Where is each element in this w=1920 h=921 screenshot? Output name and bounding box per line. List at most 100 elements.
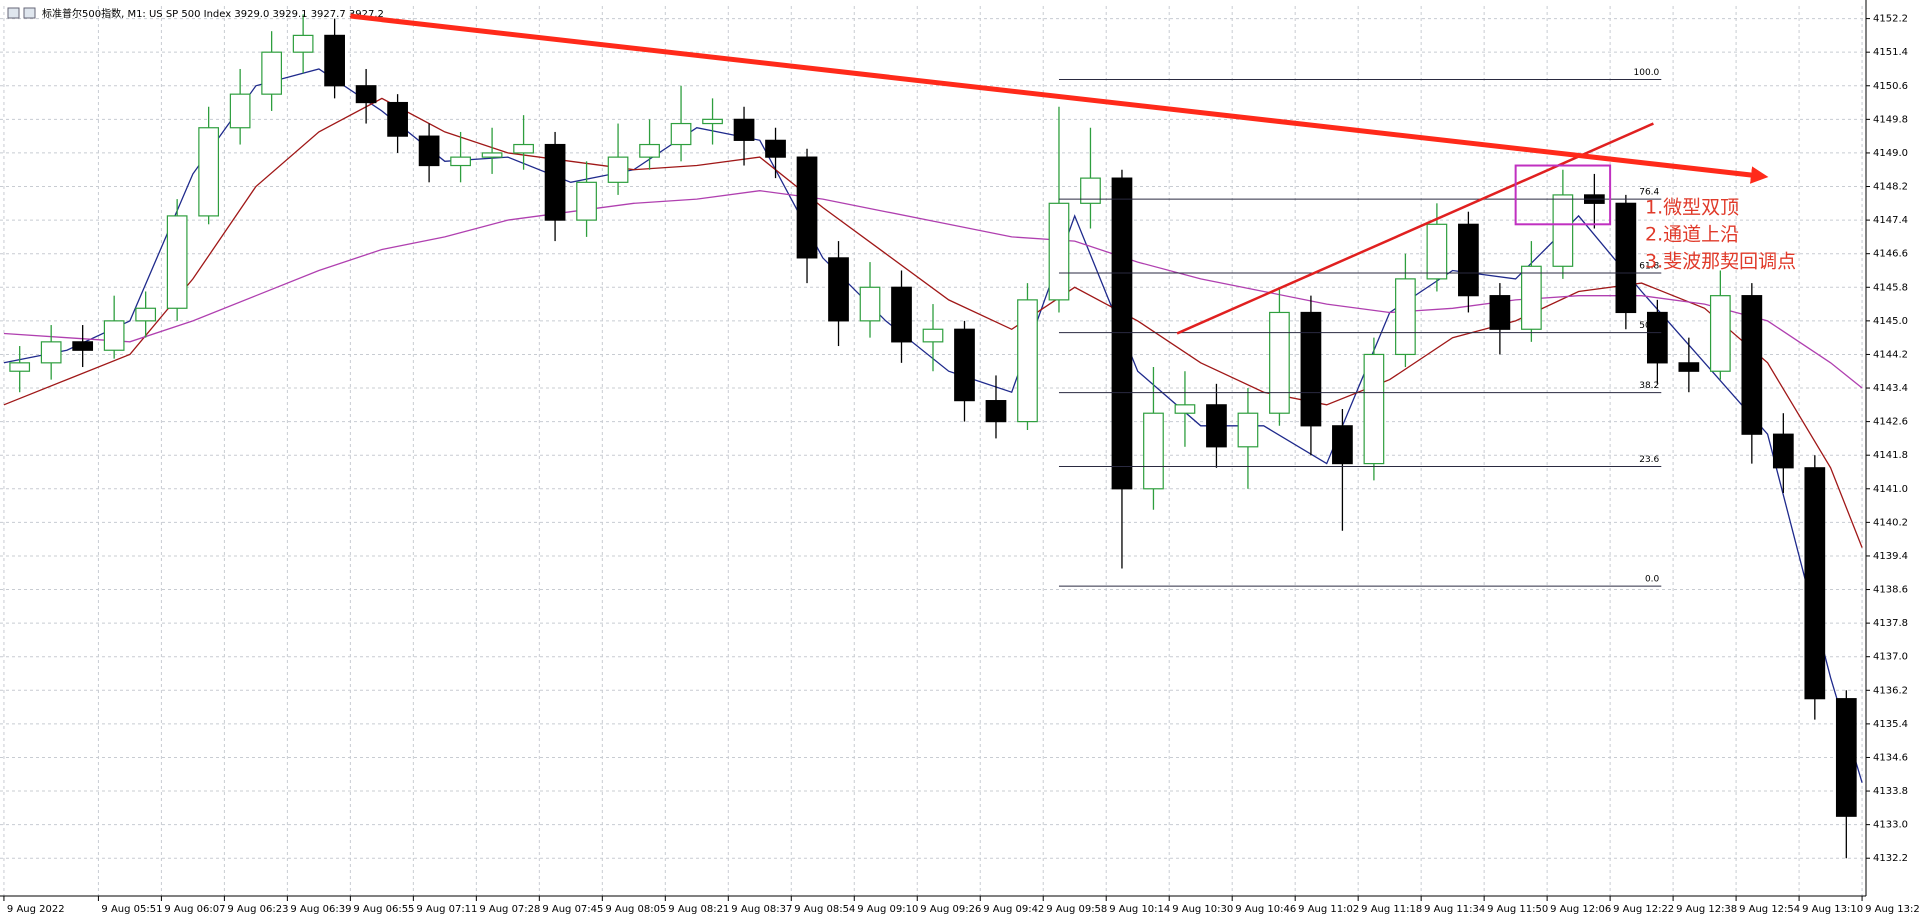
y-tick-label: 4135.4: [1873, 719, 1908, 730]
x-tick-label: 9 Aug 08:05: [605, 904, 666, 915]
candle-body: [1646, 311, 1668, 364]
candle-body: [1552, 194, 1574, 267]
y-tick-label: 4132.2: [1873, 853, 1908, 864]
candle-body: [387, 101, 408, 137]
x-tick-label: 9 Aug 10:14: [1109, 904, 1170, 915]
candle-body: [1489, 295, 1511, 330]
candle-body: [1300, 311, 1322, 427]
y-tick-label: 4133.0: [1873, 820, 1908, 831]
x-tick-label: 9 Aug 13:10: [1802, 904, 1863, 915]
candle-body: [1206, 404, 1227, 448]
candle-body: [1426, 223, 1448, 280]
channel-line: [1176, 122, 1654, 335]
x-tick-label: 9 Aug 10:46: [1235, 904, 1296, 915]
candle-body: [513, 143, 534, 154]
y-tick-label: 4133.8: [1873, 786, 1908, 797]
x-tick-label: 9 Aug 12:06: [1550, 904, 1611, 915]
x-tick-label: 9 Aug 06:23: [227, 904, 288, 915]
candle-body: [922, 328, 944, 343]
x-tick-label: 9 Aug 07:11: [416, 904, 477, 915]
y-tick-label: 4139.4: [1873, 551, 1908, 562]
candle-body: [670, 122, 692, 146]
y-tick-label: 4134.6: [1873, 752, 1908, 763]
fib-label: 100.0: [1634, 68, 1660, 78]
candle-body: [891, 286, 912, 343]
candle-body: [40, 341, 62, 364]
x-tick-label: 9 Aug 05:51: [101, 904, 162, 915]
candle-body: [1741, 295, 1763, 435]
candle-body: [1332, 425, 1353, 465]
candle-body: [1363, 353, 1385, 465]
candle-body: [1017, 299, 1038, 423]
candle-body: [324, 34, 345, 87]
y-tick-label: 4149.0: [1873, 148, 1908, 159]
fib-label: 50.0: [1639, 321, 1659, 331]
candle-body: [103, 320, 125, 351]
candle-body: [292, 34, 314, 53]
x-tick-label: 9 Aug 12:54: [1739, 904, 1800, 915]
candle-body: [796, 156, 818, 259]
x-tick-label: 9 Aug 09:26: [920, 904, 981, 915]
candle-body: [985, 400, 1007, 423]
candle-body: [481, 152, 503, 158]
candle-body: [1395, 278, 1416, 356]
x-tick-label: 9 Aug 2022: [7, 904, 65, 915]
x-tick-label: 9 Aug 06:39: [290, 904, 351, 915]
fib-label: 38.2: [1639, 381, 1659, 391]
note: 3.斐波那契回调点: [1645, 251, 1796, 273]
candle-body: [1080, 177, 1101, 204]
y-tick-label: 4136.2: [1873, 685, 1908, 696]
chart-title: 标准普尔500指数, M1: US SP 500 Index 3929.0 39…: [42, 7, 384, 20]
candle-body: [544, 143, 566, 221]
x-tick-label: 9 Aug 12:22: [1613, 904, 1674, 915]
y-tick-label: 4137.0: [1873, 652, 1908, 663]
x-tick-label: 9 Aug 13:26: [1865, 904, 1920, 915]
x-tick-label: 9 Aug 11:02: [1298, 904, 1359, 915]
candle-body: [1709, 295, 1731, 372]
x-tick-label: 9 Aug 07:45: [542, 904, 603, 915]
y-tick-label: 4143.4: [1873, 383, 1908, 394]
fib-label: 0.0: [1645, 575, 1660, 585]
grid: [0, 6, 1866, 896]
candle-body: [1111, 177, 1133, 490]
candle-body: [1615, 202, 1637, 314]
x-tick-label: 9 Aug 11:18: [1361, 904, 1422, 915]
candle-body: [1458, 223, 1479, 297]
candle-body: [828, 257, 849, 322]
candle-body: [1835, 698, 1857, 817]
candle-body: [1048, 202, 1070, 301]
x-tick-label: 9 Aug 06:55: [353, 904, 414, 915]
candle-body: [954, 328, 975, 402]
y-tick-label: 4142.6: [1873, 417, 1908, 428]
y-tick-label: 4145.8: [1873, 282, 1908, 293]
moving-average: [3, 190, 1863, 389]
candle-body: [576, 181, 597, 221]
icon: [7, 7, 20, 19]
y-tick-label: 4149.8: [1873, 114, 1908, 125]
candle-body: [859, 286, 881, 322]
candle-body: [1804, 467, 1826, 700]
y-tick-label: 4145.0: [1873, 316, 1908, 327]
y-tick-label: 4141.0: [1873, 484, 1908, 495]
y-tick-label: 4151.4: [1873, 47, 1908, 58]
fib-label: 61.8: [1639, 262, 1659, 272]
candle-body: [607, 156, 629, 183]
trend-arrow: [350, 13, 1769, 184]
y-tick-label: 4140.2: [1873, 517, 1908, 528]
x-tick-label: 9 Aug 09:58: [1046, 904, 1107, 915]
y-tick-label: 4137.8: [1873, 618, 1908, 629]
y-tick-label: 4147.4: [1873, 215, 1908, 226]
y-tick-label: 4146.6: [1873, 249, 1908, 260]
candle-body: [72, 341, 94, 351]
candle-body: [1237, 412, 1259, 448]
y-tick-label: 4144.2: [1873, 349, 1908, 360]
x-tick-label: 9 Aug 08:21: [668, 904, 729, 915]
candle-body: [765, 139, 786, 158]
candle-body: [198, 127, 220, 217]
icon: [23, 7, 36, 19]
x-tick-label: 9 Aug 11:50: [1487, 904, 1548, 915]
plot: 100.0 76.4 61.8 50.0 38.2 23.6 0.0: [3, 14, 1863, 859]
candle-body: [1521, 265, 1542, 330]
x-tick-label: 9 Aug 11:34: [1424, 904, 1485, 915]
x-tick-label: 9 Aug 12:38: [1676, 904, 1737, 915]
